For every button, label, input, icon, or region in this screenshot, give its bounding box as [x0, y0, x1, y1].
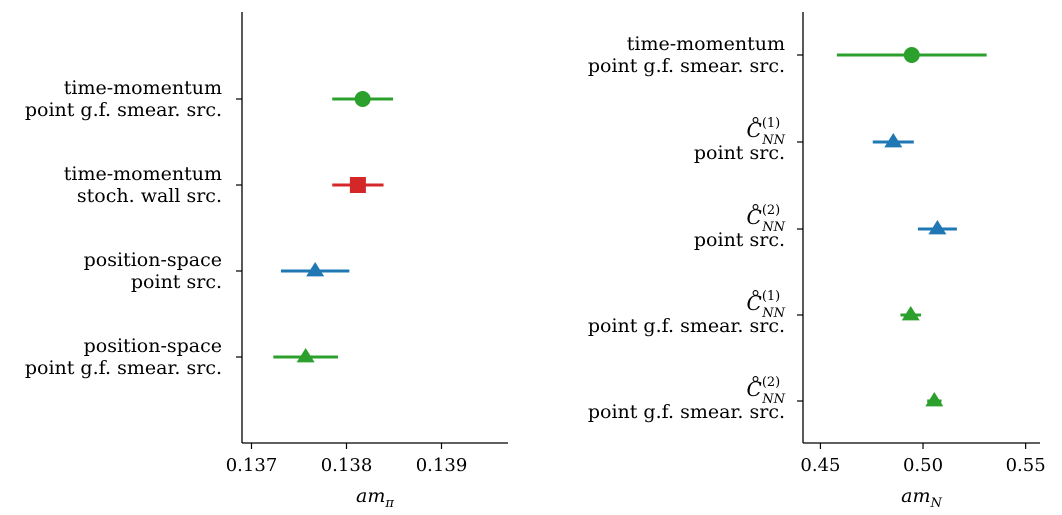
data-point-square — [349, 177, 366, 193]
y-category-label: point src. — [694, 229, 785, 251]
y-category-label: stoch. wall src. — [77, 185, 222, 207]
x-tick-label: 0.139 — [416, 455, 468, 476]
y-category-label: point g.f. smear. src. — [588, 401, 785, 423]
x-tick-label: 0.55 — [1006, 455, 1046, 476]
x-tick-label: 0.137 — [226, 455, 278, 476]
y-category-math-label: C(1) NN — [747, 289, 786, 321]
data-point-triangle — [306, 262, 325, 277]
x-tick-label: 0.138 — [321, 455, 373, 476]
y-category-label: time-momentum — [64, 163, 222, 185]
data-point-triangle — [884, 133, 903, 148]
y-category-math-label: C(1) NN — [747, 116, 786, 148]
x-tick-label: 0.50 — [903, 455, 943, 476]
y-category-label: position-space — [84, 335, 222, 357]
data-point-triangle — [925, 392, 944, 407]
y-category-label: point g.f. smear. src. — [588, 315, 785, 337]
x-tick-label: 0.45 — [800, 455, 840, 476]
data-point-circle — [903, 47, 920, 63]
data-point-triangle — [296, 348, 315, 363]
y-category-label: time-momentum — [627, 33, 785, 55]
y-category-math-label: C(2) NN — [747, 203, 786, 235]
y-category-label: point src. — [131, 271, 222, 293]
data-point-circle — [354, 91, 371, 107]
ring-accent-icon — [752, 117, 759, 123]
y-category-label: point g.f. smear. src. — [25, 99, 222, 121]
y-category-label: position-space — [84, 249, 222, 271]
ring-accent-icon — [752, 376, 759, 382]
y-category-label: time-momentum — [64, 77, 222, 99]
ring-accent-icon — [752, 204, 759, 210]
data-point-triangle — [901, 306, 920, 321]
x-axis-label: amπ — [356, 485, 394, 511]
y-category-label: point g.f. smear. src. — [588, 55, 785, 77]
x-axis-label: amN — [901, 485, 942, 511]
data-point-triangle — [928, 220, 947, 235]
y-category-label: point src. — [694, 142, 785, 164]
y-category-math-label: C(2) NN — [747, 375, 786, 407]
y-category-label: point g.f. smear. src. — [25, 357, 222, 379]
ring-accent-icon — [752, 290, 759, 296]
